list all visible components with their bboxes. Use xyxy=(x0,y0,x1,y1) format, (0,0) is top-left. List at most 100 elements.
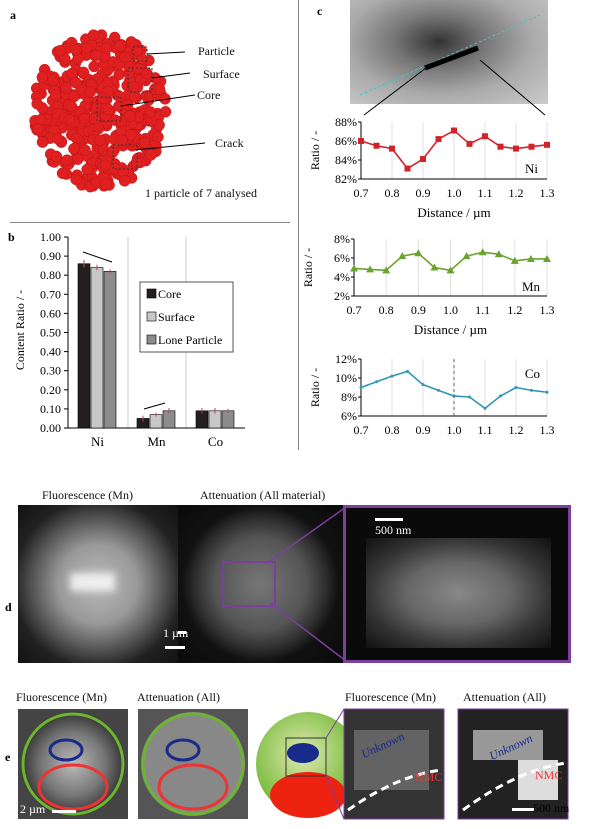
particle-circle xyxy=(96,92,109,104)
x-tick-label: 1.0 xyxy=(447,423,462,437)
data-point xyxy=(404,165,411,172)
particle-circle xyxy=(81,163,93,176)
y-tick-label: 4% xyxy=(334,270,350,284)
particle-circle xyxy=(100,42,113,55)
particle-circle xyxy=(31,98,43,110)
particle-circle xyxy=(79,144,91,156)
label-particle: Particle xyxy=(198,44,235,58)
data-point xyxy=(382,266,391,274)
d-scale-500nm: 500 nm xyxy=(375,523,412,537)
particle-circle xyxy=(61,154,73,166)
x-tick-label: 0.9 xyxy=(411,303,426,317)
legend-swatch xyxy=(146,288,157,299)
panel-label-e: e xyxy=(5,750,11,764)
data-point xyxy=(483,406,487,410)
bar-Co-lone-particle xyxy=(221,410,235,429)
fluorescence-mn-image xyxy=(18,505,178,663)
line-chart-ni: 0.7 0.8 0.9 1.0 1.1 1.2 1.3 82% 84% 86% 88% Ratio /… xyxy=(308,115,555,220)
particle-circle xyxy=(113,90,126,103)
particle-circle xyxy=(113,68,125,81)
particle-circle xyxy=(131,44,143,57)
particle-circle xyxy=(70,173,82,186)
x-tick-label: 0.8 xyxy=(379,303,394,317)
y-tick-label: 8% xyxy=(341,390,357,404)
d-scale-1um: 1 µm xyxy=(163,626,189,640)
data-point xyxy=(390,374,394,378)
data-point xyxy=(430,263,439,271)
data-point xyxy=(373,142,380,149)
x-tick-label: 1.2 xyxy=(509,423,524,437)
line-chart-mn: 0.7 0.8 0.9 1.0 1.1 1.2 1.3 2% 4% 6% 8% Ratio / - Di… xyxy=(301,232,555,337)
d-title-fluorescence: Fluorescence (Mn) xyxy=(42,488,133,502)
y-tick-label: 88% xyxy=(335,115,357,129)
legend-label: Core xyxy=(158,287,181,301)
data-point xyxy=(389,145,395,152)
divider-vertical xyxy=(298,0,299,450)
particle-circle xyxy=(90,176,103,189)
bar-Ni-core xyxy=(77,263,91,429)
legend-label: Lone Particle xyxy=(158,333,222,347)
particle-circle xyxy=(99,159,112,171)
x-tick-label: 1.1 xyxy=(475,303,490,317)
e-region-nmc-1: NMC xyxy=(415,770,443,784)
d-title-attenuation: Attenuation (All material) xyxy=(200,488,326,502)
y-tick-label: 6% xyxy=(341,409,357,423)
data-point xyxy=(421,383,425,387)
data-point xyxy=(414,249,423,257)
data-point xyxy=(398,252,407,260)
particle-circle xyxy=(65,100,78,113)
series-name-label: Ni xyxy=(525,161,538,176)
e-scale-2um: 2 µm xyxy=(20,802,46,816)
bar-Ni-lone-particle xyxy=(103,271,117,429)
particle-circle xyxy=(78,112,91,125)
particle-circle xyxy=(36,71,49,83)
particle-circle xyxy=(132,62,144,75)
y-tick-label: 0.80 xyxy=(40,268,61,282)
panel-label-b: b xyxy=(8,230,15,244)
data-point xyxy=(543,254,551,262)
particle-circle xyxy=(138,137,151,149)
e-scale-bar-right xyxy=(512,808,534,811)
bar-chart-content-ratio: 0.00 0.10 0.20 0.30 0.40 0.50 0.60 0.70 0.80 0.90… xyxy=(13,230,245,449)
x-tick-label: Ni xyxy=(91,434,104,449)
data-point xyxy=(545,390,549,394)
particle-circle xyxy=(84,86,96,98)
y-axis-label: Ratio / - xyxy=(308,131,322,170)
data-point xyxy=(435,136,442,143)
x-tick-label: 1.3 xyxy=(540,423,555,437)
particle-cluster-diagram xyxy=(29,29,206,193)
data-point xyxy=(478,248,487,256)
x-tick-label: 1.0 xyxy=(447,186,462,200)
data-point xyxy=(358,138,364,144)
data-point xyxy=(544,141,550,148)
y-tick-label: 12% xyxy=(335,352,357,366)
y-tick-label: 1.00 xyxy=(40,230,61,244)
particle-circle xyxy=(72,153,84,165)
particle-circle xyxy=(102,103,114,115)
data-point xyxy=(375,380,378,384)
x-tick-label: 0.7 xyxy=(354,186,369,200)
attenuation-all-image xyxy=(178,505,343,663)
particle-circle xyxy=(119,51,131,63)
attenuation-zoom-image xyxy=(343,505,571,663)
data-point xyxy=(466,140,473,147)
data-point xyxy=(499,394,502,398)
trend-arrow xyxy=(143,402,166,410)
e-scale-bar-left xyxy=(52,810,76,813)
x-tick-label: 1.1 xyxy=(478,423,493,437)
y-tick-label: 6% xyxy=(334,251,350,265)
x-tick-label: 0.9 xyxy=(416,423,431,437)
particle-circle xyxy=(100,178,112,190)
y-tick-label: 82% xyxy=(335,172,357,186)
x-axis-label: Distance / µm xyxy=(414,322,487,337)
data-point xyxy=(494,250,503,258)
particle-circle xyxy=(90,49,102,62)
y-tick-label: 10% xyxy=(335,371,357,385)
e-title-2: Attenuation (All) xyxy=(137,690,220,704)
particle-circle xyxy=(63,113,75,126)
label-surface: Surface xyxy=(203,67,240,81)
data-point xyxy=(530,388,533,392)
particle-circle xyxy=(47,74,60,86)
y-tick-label: 8% xyxy=(334,232,350,246)
y-axis-label: Ratio / - xyxy=(301,248,315,287)
